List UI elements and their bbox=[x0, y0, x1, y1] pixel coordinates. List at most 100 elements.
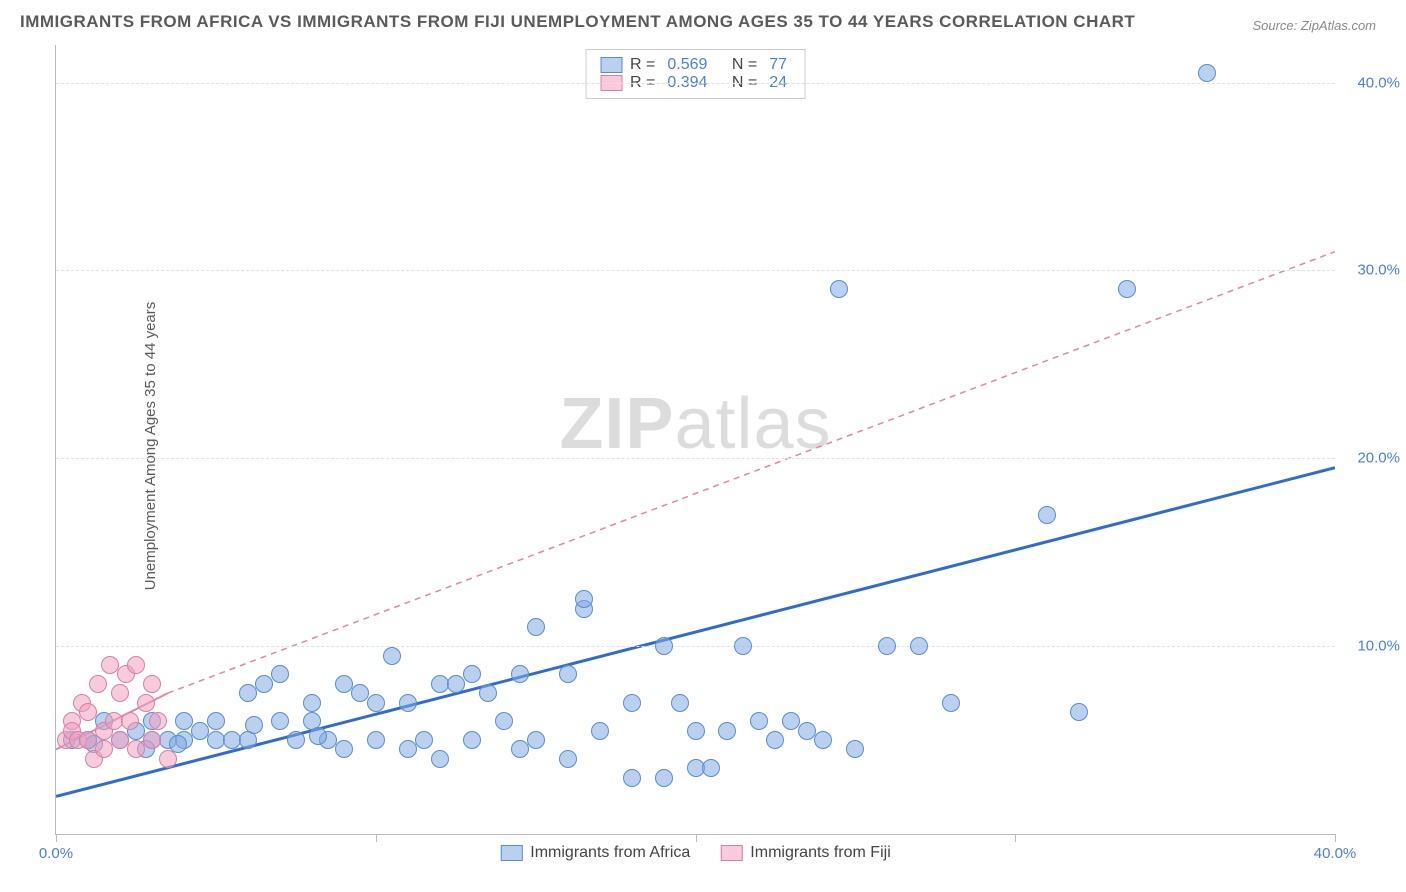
scatter-point bbox=[766, 731, 784, 749]
scatter-point bbox=[671, 694, 689, 712]
scatter-point bbox=[463, 731, 481, 749]
scatter-point bbox=[1038, 506, 1056, 524]
series-legend: Immigrants from Africa Immigrants from F… bbox=[500, 844, 890, 862]
scatter-point bbox=[878, 637, 896, 655]
scatter-point bbox=[367, 731, 385, 749]
x-tick bbox=[696, 834, 697, 842]
scatter-point bbox=[431, 750, 449, 768]
scatter-point bbox=[127, 740, 145, 758]
scatter-point bbox=[559, 665, 577, 683]
scatter-point bbox=[479, 684, 497, 702]
scatter-point bbox=[750, 712, 768, 730]
scatter-point bbox=[718, 722, 736, 740]
chart-title: IMMIGRANTS FROM AFRICA VS IMMIGRANTS FRO… bbox=[20, 12, 1135, 32]
scatter-point bbox=[1070, 703, 1088, 721]
scatter-point bbox=[702, 759, 720, 777]
legend-r-label: R = bbox=[630, 56, 655, 74]
trend-lines-layer bbox=[56, 45, 1335, 834]
scatter-point bbox=[121, 712, 139, 730]
legend-item-label: Immigrants from Fiji bbox=[750, 844, 890, 862]
legend-swatch-icon bbox=[720, 845, 742, 861]
legend-n-label: N = bbox=[732, 56, 757, 74]
grid-line bbox=[56, 646, 1335, 647]
scatter-point bbox=[255, 675, 273, 693]
scatter-point bbox=[910, 637, 928, 655]
scatter-point bbox=[79, 703, 97, 721]
scatter-point bbox=[687, 722, 705, 740]
scatter-point bbox=[655, 769, 673, 787]
watermark-light: atlas bbox=[674, 384, 831, 464]
scatter-point bbox=[143, 731, 161, 749]
y-tick-label: 10.0% bbox=[1357, 638, 1400, 655]
scatter-point bbox=[309, 727, 327, 745]
grid-line bbox=[56, 270, 1335, 271]
x-tick bbox=[1015, 834, 1016, 842]
y-tick-label: 20.0% bbox=[1357, 450, 1400, 467]
legend-item-label: Immigrants from Africa bbox=[530, 844, 690, 862]
scatter-point bbox=[623, 694, 641, 712]
scatter-point bbox=[846, 740, 864, 758]
plot-area: ZIPatlas R = 0.569 N = 77 R = 0.394 N = … bbox=[55, 45, 1335, 835]
scatter-point bbox=[127, 656, 145, 674]
scatter-point bbox=[303, 694, 321, 712]
scatter-point bbox=[463, 665, 481, 683]
legend-r-value: 0.569 bbox=[667, 56, 707, 74]
scatter-point bbox=[95, 740, 113, 758]
x-tick bbox=[56, 834, 57, 842]
scatter-point bbox=[415, 731, 433, 749]
scatter-point bbox=[111, 684, 129, 702]
scatter-point bbox=[942, 694, 960, 712]
scatter-point bbox=[399, 694, 417, 712]
x-tick-label: 40.0% bbox=[1314, 845, 1357, 862]
scatter-point bbox=[655, 637, 673, 655]
scatter-point bbox=[137, 694, 155, 712]
scatter-point bbox=[271, 665, 289, 683]
x-tick-label: 0.0% bbox=[39, 845, 73, 862]
scatter-point bbox=[335, 740, 353, 758]
legend-row: R = 0.569 N = 77 bbox=[600, 56, 791, 74]
scatter-point bbox=[527, 618, 545, 636]
source-attribution: Source: ZipAtlas.com bbox=[1252, 18, 1376, 33]
y-tick-label: 30.0% bbox=[1357, 262, 1400, 279]
scatter-point bbox=[575, 590, 593, 608]
legend-swatch-icon bbox=[600, 57, 622, 73]
scatter-point bbox=[271, 712, 289, 730]
scatter-point bbox=[367, 694, 385, 712]
scatter-point bbox=[149, 712, 167, 730]
scatter-point bbox=[830, 280, 848, 298]
scatter-point bbox=[159, 750, 177, 768]
watermark-bold: ZIP bbox=[559, 384, 674, 464]
scatter-point bbox=[89, 675, 107, 693]
legend-n-value: 77 bbox=[769, 56, 787, 74]
x-tick bbox=[376, 834, 377, 842]
grid-line bbox=[56, 458, 1335, 459]
correlation-legend: R = 0.569 N = 77 R = 0.394 N = 24 bbox=[585, 49, 806, 99]
scatter-point bbox=[239, 684, 257, 702]
scatter-point bbox=[1118, 280, 1136, 298]
watermark-text: ZIPatlas bbox=[559, 383, 831, 465]
legend-item: Immigrants from Fiji bbox=[720, 844, 890, 862]
y-tick-label: 40.0% bbox=[1357, 74, 1400, 91]
scatter-point bbox=[207, 712, 225, 730]
scatter-point bbox=[143, 675, 161, 693]
scatter-point bbox=[623, 769, 641, 787]
scatter-point bbox=[591, 722, 609, 740]
x-tick bbox=[1335, 834, 1336, 842]
scatter-point bbox=[383, 647, 401, 665]
scatter-point bbox=[495, 712, 513, 730]
scatter-point bbox=[1198, 64, 1216, 82]
scatter-point bbox=[511, 665, 529, 683]
scatter-point bbox=[734, 637, 752, 655]
scatter-point bbox=[399, 740, 417, 758]
legend-item: Immigrants from Africa bbox=[500, 844, 690, 862]
scatter-point bbox=[447, 675, 465, 693]
scatter-point bbox=[559, 750, 577, 768]
legend-swatch-icon bbox=[500, 845, 522, 861]
scatter-point bbox=[511, 740, 529, 758]
scatter-point bbox=[527, 731, 545, 749]
scatter-point bbox=[287, 731, 305, 749]
scatter-point bbox=[245, 716, 263, 734]
trend-line bbox=[168, 252, 1335, 693]
scatter-point bbox=[814, 731, 832, 749]
grid-line bbox=[56, 83, 1335, 84]
